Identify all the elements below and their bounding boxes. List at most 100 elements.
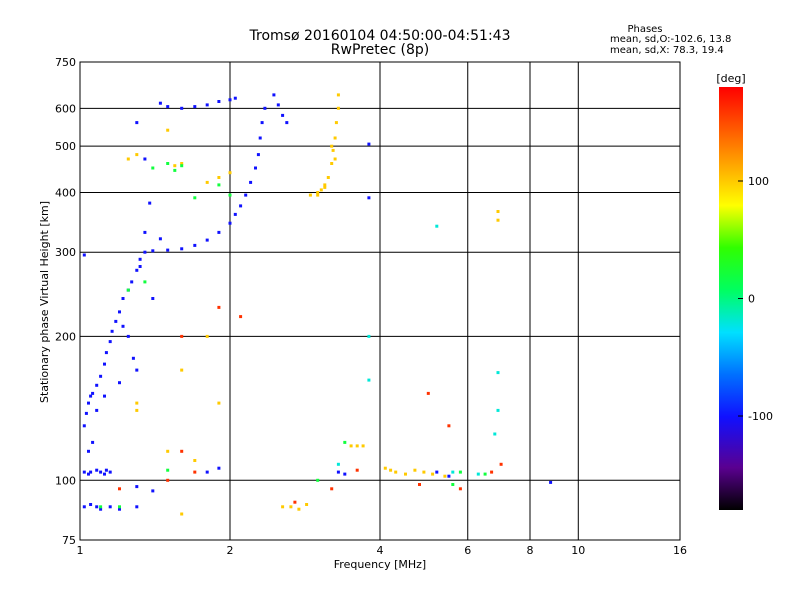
data-point <box>367 334 371 338</box>
data-point <box>166 128 170 132</box>
data-point <box>331 148 335 152</box>
data-point <box>316 191 320 194</box>
data-point <box>126 334 130 338</box>
data-point <box>476 472 480 476</box>
data-point <box>193 243 197 247</box>
data-point <box>263 106 267 110</box>
data-point <box>418 483 421 486</box>
data-point <box>336 93 340 97</box>
data-point <box>256 153 260 157</box>
x-axis-label: Frequency [MHz] <box>334 558 426 571</box>
data-point <box>99 505 103 509</box>
data-point <box>549 480 553 484</box>
data-point <box>330 144 334 148</box>
data-point <box>233 96 237 100</box>
data-point <box>103 472 106 476</box>
data-point <box>118 487 121 491</box>
stats-x-mode: mean, sd,X: 78.3, 19.4 <box>610 45 724 56</box>
data-point <box>426 391 430 395</box>
data-point <box>143 230 147 234</box>
data-point <box>431 472 435 476</box>
data-point <box>308 193 312 197</box>
data-point <box>205 238 209 242</box>
data-point <box>496 210 500 213</box>
data-point <box>180 162 184 165</box>
data-point <box>326 176 330 179</box>
x-tick-label: 8 <box>527 544 534 557</box>
data-point <box>193 196 197 200</box>
data-point <box>451 470 455 474</box>
data-point <box>499 462 503 466</box>
data-point <box>260 121 264 125</box>
data-point <box>87 449 90 453</box>
data-point <box>244 193 248 197</box>
data-point <box>316 193 320 197</box>
data-point <box>447 474 451 478</box>
data-point <box>285 121 289 125</box>
data-point <box>131 356 135 360</box>
data-point <box>148 201 152 205</box>
data-point <box>130 280 134 284</box>
data-point <box>316 478 320 482</box>
data-point <box>173 168 177 172</box>
data-point <box>135 368 139 372</box>
data-point <box>249 180 253 184</box>
data-point <box>330 487 334 491</box>
data-point <box>173 164 177 168</box>
stats-o-mode: mean, sd,O:-102.6, 13.8 <box>610 34 731 45</box>
data-point <box>82 253 86 257</box>
data-point <box>193 105 197 109</box>
data-point <box>233 212 237 216</box>
data-point <box>217 466 221 470</box>
data-point <box>496 371 500 375</box>
data-points <box>82 93 553 516</box>
x-tick-label: 4 <box>377 544 384 557</box>
data-point <box>493 432 497 436</box>
data-point <box>89 503 93 506</box>
data-point <box>151 166 155 170</box>
data-point <box>84 411 88 415</box>
y-tick-label: 600 <box>55 102 76 115</box>
data-point <box>193 470 197 474</box>
data-point <box>151 249 155 253</box>
colorbar-ticks: 100 0 -100 <box>738 175 773 423</box>
data-point <box>135 121 139 125</box>
data-point <box>228 221 232 225</box>
data-point <box>180 247 184 251</box>
data-point <box>95 505 99 509</box>
data-point <box>143 250 147 254</box>
data-point <box>135 268 139 272</box>
grid-lines <box>80 62 680 540</box>
data-point <box>135 401 139 405</box>
data-point <box>336 106 340 110</box>
data-point <box>293 500 297 504</box>
data-point <box>104 468 108 472</box>
data-point <box>217 305 221 309</box>
data-point <box>367 142 371 146</box>
data-point <box>126 288 130 292</box>
data-point <box>138 265 142 268</box>
data-point <box>135 153 139 157</box>
data-point <box>205 103 209 107</box>
data-point <box>496 218 500 222</box>
data-point <box>333 136 337 140</box>
colorbar-tick-label: 0 <box>748 293 755 306</box>
data-point <box>394 470 398 474</box>
data-point <box>239 315 243 319</box>
data-point <box>166 248 170 252</box>
data-point <box>89 394 93 398</box>
data-point <box>180 164 184 168</box>
data-point <box>217 230 221 234</box>
data-point <box>151 297 155 300</box>
data-point <box>166 449 170 453</box>
y-tick-label: 400 <box>55 186 76 199</box>
data-point <box>404 472 407 476</box>
data-point <box>239 204 243 208</box>
data-point <box>180 334 184 338</box>
data-point <box>151 489 155 493</box>
data-point <box>91 391 95 395</box>
data-point <box>108 470 112 474</box>
y-axis-label: Stationary phase Virtual Height [km] <box>38 201 51 403</box>
data-point <box>217 401 221 405</box>
data-point <box>336 462 340 466</box>
